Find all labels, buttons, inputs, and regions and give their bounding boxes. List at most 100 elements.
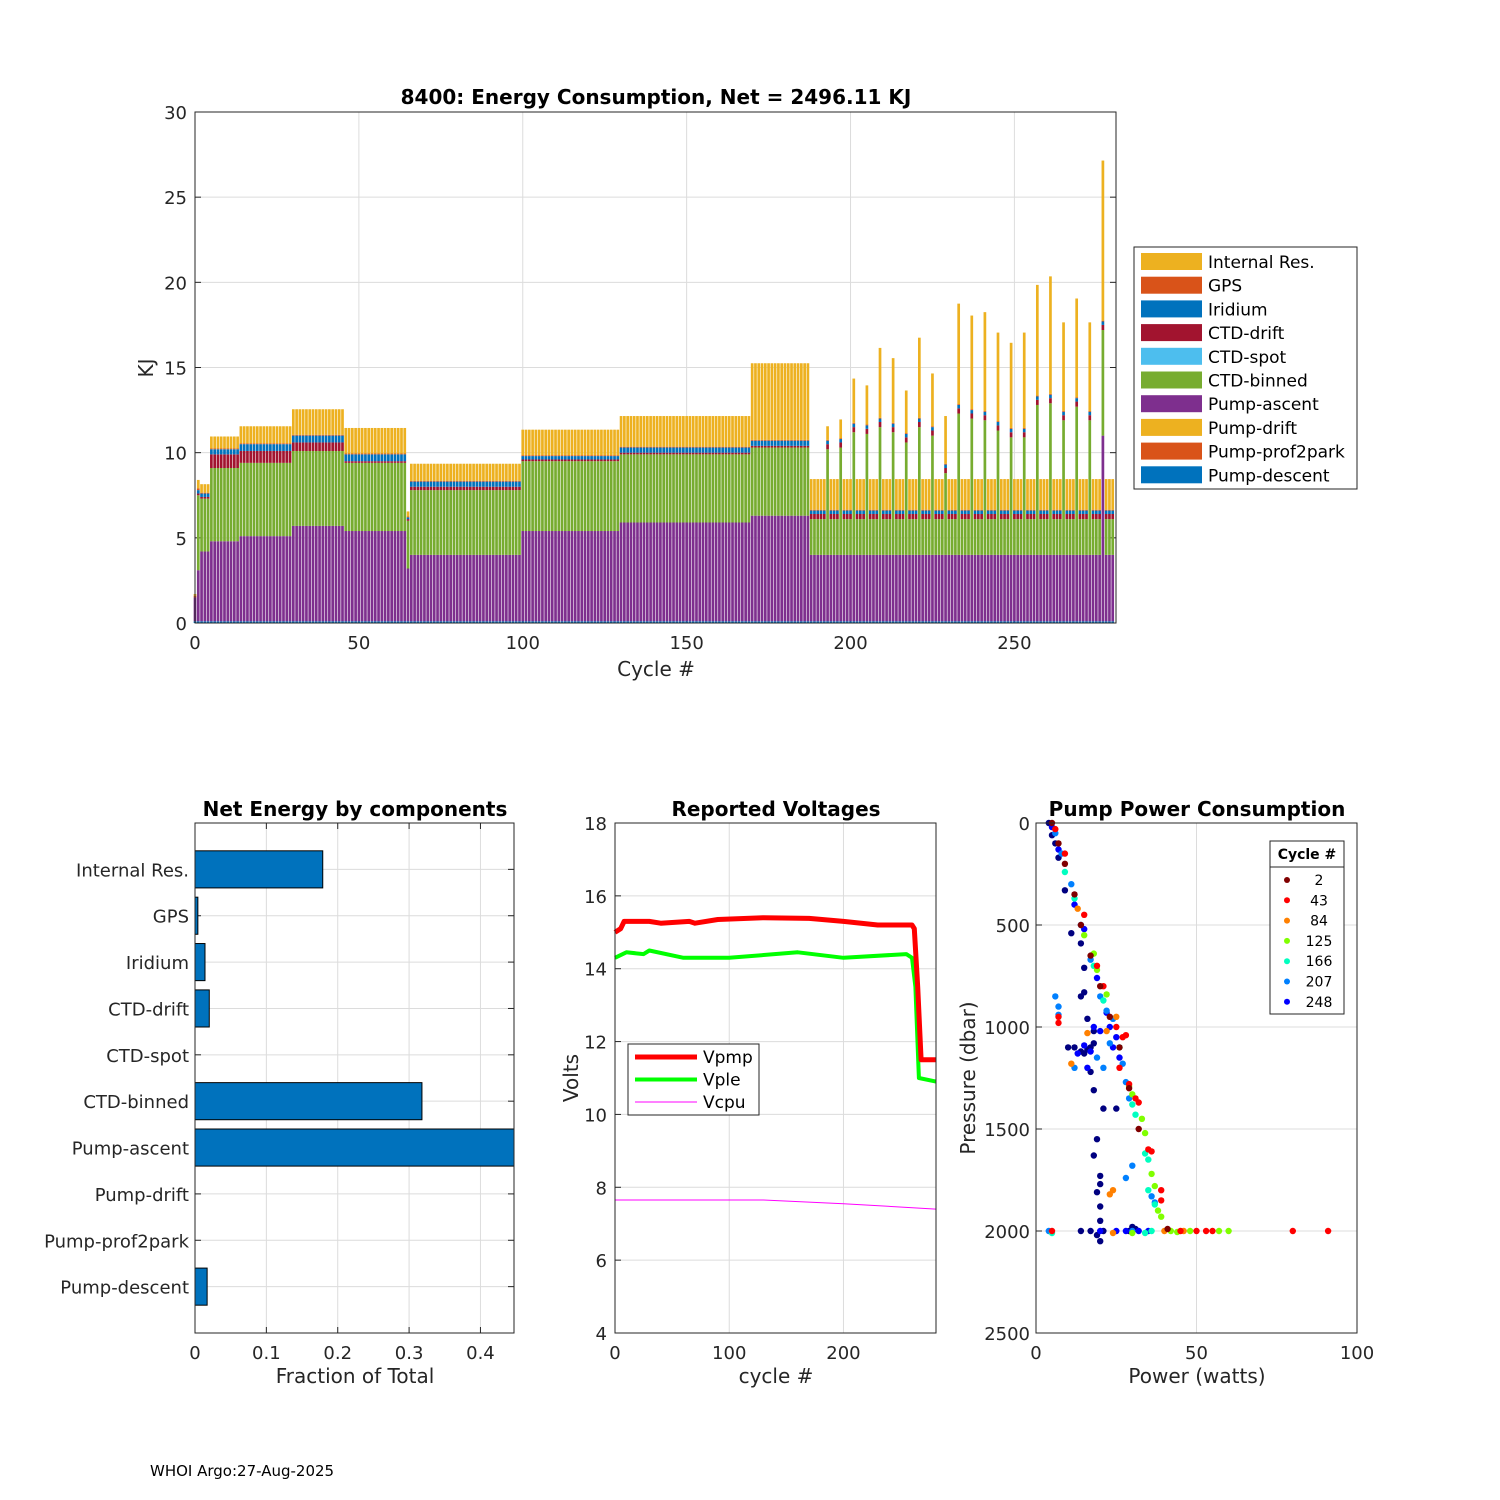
bar-segment-ctd-drift <box>1094 513 1098 520</box>
bar-segment-internal-res <box>288 426 292 444</box>
bar-segment-internal-res <box>645 416 649 447</box>
legend-item-cycle-166[interactable]: 166 <box>1284 954 1332 970</box>
legend-item-vple[interactable]: Vple <box>635 1071 741 1091</box>
bar-segment-pump-ascent <box>737 522 741 622</box>
bar-segment-internal-res <box>1091 479 1095 510</box>
bar-segment-iridium <box>514 481 518 487</box>
bar-segment-ctd-drift <box>701 452 705 455</box>
legend-item-ctd-drift[interactable]: CTD-drift <box>1141 324 1285 344</box>
bar-segment-iridium <box>1088 411 1092 416</box>
bar-segment-ctd-drift <box>593 459 597 462</box>
bar-segment-gps <box>957 404 961 405</box>
bar-segment-pump-descent <box>387 621 390 623</box>
energy-bar-cycle-17 <box>249 426 253 623</box>
bar-segment-pump-descent <box>1098 621 1101 623</box>
bar-segment-ctd-drift <box>606 459 610 462</box>
bar-segment-internal-res <box>885 479 888 510</box>
legend-item-vpmp[interactable]: Vpmp <box>635 1048 753 1068</box>
bar-segment-gps <box>468 480 472 482</box>
voltages-y-tick-label: 6 <box>596 1251 607 1272</box>
bar-segment-pump-ascent <box>888 554 892 622</box>
components-category-label: CTD-drift <box>108 999 189 1020</box>
bar-segment-internal-res <box>619 416 623 447</box>
bar-segment-iridium <box>298 435 302 443</box>
bar-segment-ctd-drift <box>242 450 246 463</box>
component-bar-iridium <box>194 943 206 982</box>
bar-segment-internal-res <box>534 429 538 456</box>
bar-segment-ctd-binned <box>373 462 377 532</box>
bar-segment-iridium <box>931 427 934 431</box>
legend-item-pump-ascent[interactable]: Pump-ascent <box>1141 395 1319 415</box>
bar-segment-ctd-drift <box>734 452 738 455</box>
bar-segment-pump-descent <box>1094 621 1098 623</box>
energy-bar-cycle-7 <box>216 436 220 623</box>
energy-bar-cycle-197 <box>839 419 843 623</box>
energy-bar-cycle-12 <box>232 436 236 623</box>
bar-segment-gps <box>757 439 761 441</box>
bar-segment-pump-descent <box>944 621 947 623</box>
energy-bar-cycle-186 <box>803 363 806 623</box>
energy-bar-cycle-75 <box>439 463 443 623</box>
legend-item-cycle-84[interactable]: 84 <box>1284 914 1328 930</box>
bar-segment-pump-ascent <box>269 536 272 622</box>
energy-bar-cycle-163 <box>727 416 731 623</box>
bar-segment-gps <box>596 455 600 457</box>
bar-segment-gps <box>1098 509 1101 511</box>
bar-segment-iridium <box>1032 510 1036 514</box>
legend-item-ctd-binned[interactable]: CTD-binned <box>1141 371 1308 392</box>
bar-segment-pump-ascent <box>527 531 531 622</box>
bar-segment-internal-res <box>439 463 443 481</box>
legend-item-cycle-2[interactable]: 2 <box>1284 873 1323 889</box>
bar-segment-gps <box>439 480 443 482</box>
legend-item-internal-res[interactable]: Internal Res. <box>1141 253 1315 273</box>
bar-segment-iridium <box>665 447 669 453</box>
energy-bar-cycle-171 <box>754 363 757 623</box>
legend-item-ctd-spot[interactable]: CTD-spot <box>1141 347 1287 368</box>
bar-segment-internal-res <box>478 463 482 481</box>
bar-segment-ctd-binned <box>213 468 217 542</box>
legend-item-cycle-248[interactable]: 248 <box>1284 995 1332 1011</box>
bar-segment-ctd-binned <box>832 519 836 555</box>
scatter-point <box>1106 1040 1114 1047</box>
bar-segment-ctd-binned <box>354 462 357 532</box>
bar-segment-iridium <box>714 447 718 453</box>
bar-segment-internal-res <box>521 429 525 456</box>
bar-segment-pump-ascent <box>262 536 266 622</box>
legend-item-cycle-125[interactable]: 125 <box>1284 934 1332 950</box>
bar-segment-pump-ascent <box>557 531 561 622</box>
bar-segment-gps <box>691 446 695 448</box>
bar-segment-gps <box>908 509 911 511</box>
bar-segment-ctd-drift <box>1098 513 1101 520</box>
scatter-point <box>1100 1064 1107 1072</box>
legend-item-iridium[interactable]: Iridium <box>1141 300 1268 320</box>
legend-item-vcpu[interactable]: Vcpu <box>635 1093 746 1113</box>
bar-segment-internal-res <box>337 409 341 435</box>
bar-segment-pump-ascent <box>246 536 249 622</box>
bar-segment-pump-descent <box>1072 621 1075 623</box>
legend-item-pump-prof2park[interactable]: Pump-prof2park <box>1141 442 1345 463</box>
legend-item-pump-descent[interactable]: Pump-descent <box>1141 466 1330 486</box>
bar-segment-internal-res <box>403 427 407 454</box>
legend-item-cycle-43[interactable]: 43 <box>1284 893 1328 909</box>
bar-segment-pump-ascent <box>639 522 643 622</box>
bar-segment-iridium <box>429 481 433 487</box>
bar-segment-ctd-binned <box>583 461 587 532</box>
legend-item-pump-drift[interactable]: Pump-drift <box>1141 418 1297 439</box>
bar-segment-ctd-binned <box>678 454 682 523</box>
bar-segment-pump-ascent <box>655 522 659 622</box>
bar-segment-ctd-drift <box>757 445 761 448</box>
bar-segment-pump-ascent <box>662 522 666 622</box>
bar-segment-ctd-binned <box>659 454 662 523</box>
legend-item-gps[interactable]: GPS <box>1141 276 1242 297</box>
bar-segment-gps <box>196 488 200 491</box>
bar-segment-pump-descent <box>878 621 882 623</box>
energy-bar-cycle-102 <box>527 429 531 623</box>
bar-segment-ctd-binned <box>252 462 256 537</box>
bar-segment-pump-descent <box>727 621 731 623</box>
legend-item-cycle-207[interactable]: 207 <box>1284 975 1332 991</box>
bar-segment-internal-res <box>839 419 843 439</box>
scatter-point <box>1113 1023 1120 1031</box>
bar-segment-ctd-binned <box>547 461 551 532</box>
energy-bar-cycle-208 <box>875 479 879 623</box>
